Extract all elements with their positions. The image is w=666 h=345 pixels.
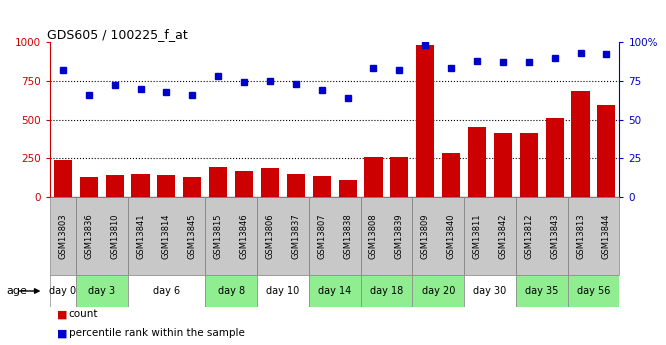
Bar	[567, 197, 619, 275]
Bar	[516, 275, 567, 307]
Bar	[442, 153, 460, 197]
Text: day 20: day 20	[422, 286, 455, 296]
Bar	[338, 180, 357, 197]
Text: day 8: day 8	[218, 286, 244, 296]
Text: GSM13807: GSM13807	[317, 213, 326, 259]
Bar	[364, 157, 382, 197]
Bar	[516, 197, 567, 275]
Bar	[128, 197, 205, 275]
Bar	[468, 127, 486, 197]
Bar	[76, 197, 128, 275]
Bar	[54, 160, 72, 197]
Bar	[412, 275, 464, 307]
Text: GSM13837: GSM13837	[291, 213, 300, 259]
Text: GSM13844: GSM13844	[602, 213, 611, 259]
Text: GSM13839: GSM13839	[395, 213, 404, 259]
Bar	[309, 197, 360, 275]
Text: GSM13841: GSM13841	[136, 213, 145, 259]
Text: day 10: day 10	[266, 286, 300, 296]
Text: day 35: day 35	[525, 286, 558, 296]
Text: ■: ■	[57, 328, 67, 338]
Text: age: age	[7, 286, 27, 296]
Text: day 6: day 6	[153, 286, 180, 296]
Bar	[519, 133, 538, 197]
Text: GDS605 / 100225_f_at: GDS605 / 100225_f_at	[47, 28, 188, 41]
Bar	[183, 177, 201, 197]
Bar	[106, 175, 124, 197]
Bar	[50, 197, 76, 275]
Text: day 14: day 14	[318, 286, 351, 296]
Text: ■: ■	[57, 309, 67, 319]
Text: day 3: day 3	[88, 286, 115, 296]
Bar	[50, 275, 76, 307]
Bar	[80, 177, 98, 197]
Text: GSM13843: GSM13843	[550, 213, 559, 259]
Text: GSM13803: GSM13803	[59, 213, 67, 259]
Bar	[287, 174, 305, 197]
Bar	[257, 197, 309, 275]
Bar	[545, 118, 563, 197]
Text: GSM13815: GSM13815	[214, 213, 222, 259]
Bar	[571, 91, 589, 197]
Bar	[412, 197, 464, 275]
Text: percentile rank within the sample: percentile rank within the sample	[69, 328, 244, 338]
Bar	[597, 105, 615, 197]
Bar	[360, 275, 412, 307]
Bar	[360, 197, 412, 275]
Bar	[309, 275, 360, 307]
Text: day 30: day 30	[474, 286, 507, 296]
Bar	[131, 174, 150, 197]
Bar	[76, 275, 128, 307]
Bar	[416, 45, 434, 197]
Text: GSM13845: GSM13845	[188, 213, 197, 259]
Bar	[567, 275, 619, 307]
Text: count: count	[69, 309, 98, 319]
Bar	[494, 133, 512, 197]
Bar	[205, 197, 257, 275]
Text: GSM13806: GSM13806	[266, 213, 274, 259]
Bar	[464, 197, 516, 275]
Text: day 0: day 0	[49, 286, 77, 296]
Text: GSM13838: GSM13838	[343, 213, 352, 259]
Text: GSM13813: GSM13813	[576, 213, 585, 259]
Bar	[209, 167, 227, 197]
Text: GSM13808: GSM13808	[369, 213, 378, 259]
Bar	[157, 175, 175, 197]
Bar	[464, 275, 516, 307]
Text: day 56: day 56	[577, 286, 610, 296]
Text: GSM13846: GSM13846	[240, 213, 248, 259]
Text: GSM13811: GSM13811	[472, 213, 482, 259]
Text: GSM13810: GSM13810	[110, 213, 119, 259]
Bar	[235, 171, 253, 197]
Text: GSM13812: GSM13812	[524, 213, 533, 259]
Text: GSM13842: GSM13842	[498, 213, 507, 259]
Text: GSM13809: GSM13809	[421, 213, 430, 259]
Text: GSM13814: GSM13814	[162, 213, 171, 259]
Bar	[257, 275, 309, 307]
Bar	[205, 275, 257, 307]
Bar	[128, 275, 205, 307]
Bar	[261, 168, 279, 197]
Bar	[312, 176, 331, 197]
Bar	[390, 157, 408, 197]
Text: GSM13836: GSM13836	[85, 213, 93, 259]
Text: day 18: day 18	[370, 286, 403, 296]
Text: GSM13840: GSM13840	[447, 213, 456, 259]
